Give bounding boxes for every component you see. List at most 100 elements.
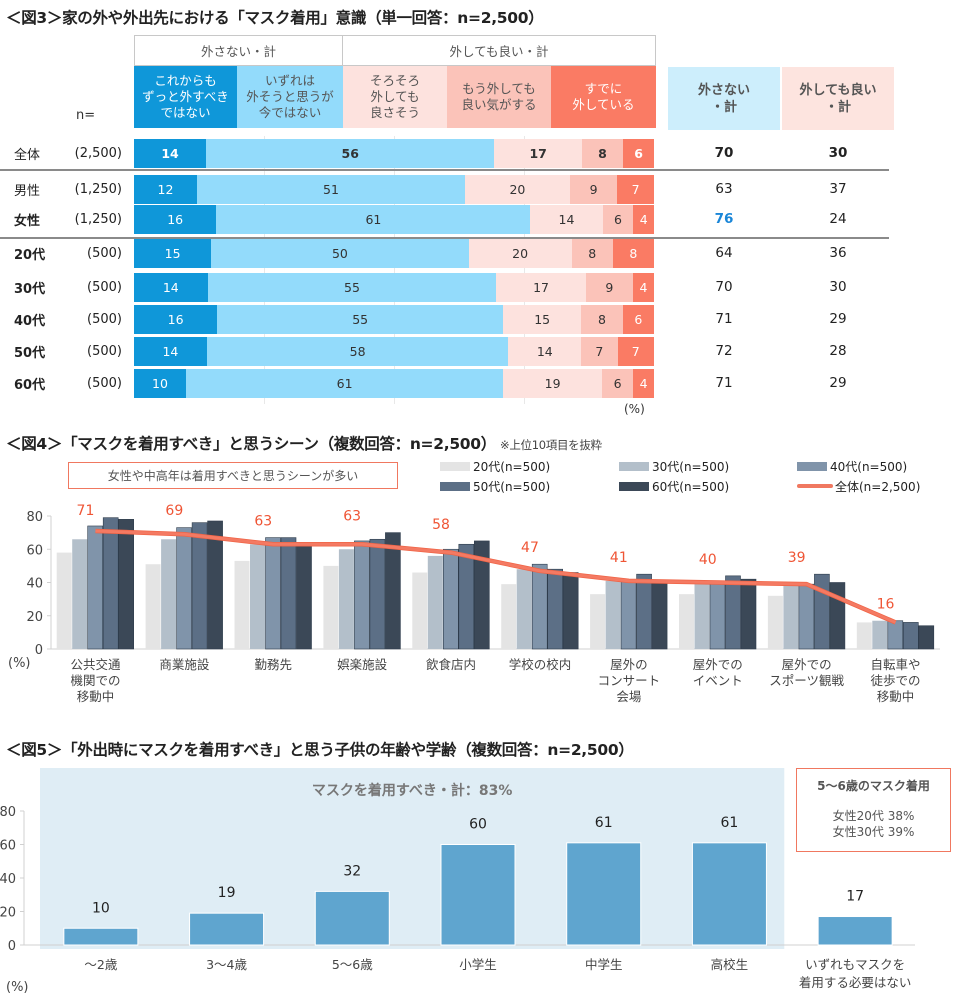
fig4-y-tick-label: 40 [26, 577, 43, 592]
fig3-separator-2 [0, 237, 889, 239]
fig4-bar [442, 548, 459, 650]
legend-40s: 40代(n=500) [797, 458, 907, 474]
fig4-overall-value-label: 58 [432, 517, 450, 533]
fig4-overall-value-label: 63 [343, 509, 361, 525]
fig3-row-group: 全体 [14, 147, 41, 163]
fig3-bar-segment: 56 [206, 139, 495, 168]
fig3-bar-row: 16 55 15 8 6 [134, 305, 654, 334]
fig3-row-group: 50代 [14, 345, 46, 361]
fig3-summary-header-keep: 外さない ・計 [668, 67, 780, 130]
fig4-chart: 0 20 40 60 80 (%) 公共交通機関での移動中 商業施設 勤務先 娯楽施設 飲食店内 学校… [8, 503, 940, 704]
fig4-bar [56, 552, 72, 649]
fig5-category-label: 中学生 [585, 957, 623, 972]
fig3-bar-segment: 17 [494, 139, 582, 168]
fig3-bar-row: 14 58 14 7 7 [134, 337, 654, 366]
fig3-bar-row: 15 50 20 8 8 [134, 239, 654, 268]
fig4-overall-value-label: 71 [77, 503, 95, 519]
fig3-row-n: (500) [87, 375, 122, 391]
legend-label-overall: 全体(n=2,500) [835, 479, 921, 494]
fig3-row-label: 20代 (500) [14, 239, 122, 267]
fig5-bar [566, 842, 642, 946]
fig4-bar [651, 582, 668, 650]
fig4-category-label: 屋外のコンサート会場 [598, 657, 661, 704]
fig4-bar [385, 532, 401, 650]
fig4-title-text: ＜図4＞「マスクを着用すべき」と思うシーン（複数回答：n=2,500） [6, 435, 496, 453]
fig5-bar [189, 912, 265, 946]
fig4-bar [547, 568, 564, 650]
fig3-bar-segment: 50 [211, 239, 469, 268]
fig4-bar [280, 537, 297, 650]
fig3-vgrid [524, 136, 525, 404]
fig3-bar-segment: 7 [581, 337, 618, 366]
fig3-row-group: 30代 [14, 281, 46, 297]
fig3-n-label: n= [76, 108, 96, 123]
fig4-overall-value-label: 41 [610, 550, 628, 566]
fig4-bar [725, 575, 741, 650]
legend-label-40s: 40代(n=500) [830, 459, 908, 474]
fig4-bar [814, 573, 830, 650]
fig3-bar-row: 16 61 14 6 4 [134, 205, 654, 234]
fig3-bar-row: 12 51 20 9 7 [134, 175, 654, 204]
fig4-bar [191, 522, 208, 650]
fig3-row-label: 女性 (1,250) [14, 205, 122, 233]
fig4-bar [562, 572, 579, 650]
fig4-bar [856, 622, 872, 649]
fig4-category-label: 屋外でのスポーツ観戦 [769, 657, 844, 688]
fig3-row-label: 男性 (1,250) [14, 175, 122, 203]
fig5-note-line-2: 女性30代 39% [832, 825, 915, 839]
fig3-bar-segment: 51 [197, 175, 465, 204]
fig4-bar [234, 560, 250, 649]
fig3-bar-segment: 7 [617, 175, 654, 204]
fig4-bar [354, 540, 370, 650]
fig3-summary-header-remove: 外しても良い ・計 [782, 67, 894, 130]
fig3-bar-segment: 14 [530, 205, 603, 234]
fig4-y-unit: (%) [8, 656, 31, 671]
fig3-summary-remove: 30 [829, 279, 847, 295]
fig5-note-line-1: 女性20代 38% [832, 809, 915, 823]
fig5-y-tick-label: 40 [0, 872, 16, 887]
fig3-bar-segment: 9 [569, 175, 618, 204]
fig4-category-label: 飲食店内 [426, 657, 476, 672]
fig5-bar [63, 927, 139, 946]
fig3-bar-segment: 6 [602, 205, 634, 234]
fig5-value-label: 17 [846, 889, 864, 905]
fig3-bar-segment: 17 [496, 273, 586, 302]
fig3-row-n: (500) [87, 343, 122, 359]
fig3-cat-header-5: すでに 外している [551, 66, 656, 128]
fig4-bar [620, 580, 637, 650]
fig4-category-label: 公共交通機関での移動中 [70, 657, 121, 704]
legend-20s: 20代(n=500) [440, 458, 550, 474]
fig5-y-tick-label: 60 [0, 839, 16, 854]
fig3-bar-segment: 55 [217, 305, 504, 334]
fig3-bar-segment: 6 [601, 369, 634, 398]
fig3-summary-remove: 24 [829, 211, 847, 227]
fig4-bar [590, 594, 606, 649]
fig4-bar [740, 578, 757, 650]
fig4-bar [427, 555, 443, 649]
fig4-note: ※上位10項目を抜粋 [499, 438, 602, 452]
fig3-bar-segment: 12 [134, 175, 198, 204]
fig3-bar-segment: 15 [503, 305, 582, 334]
fig5-band-label: マスクを着用すべき・計：83% [312, 782, 513, 799]
fig4-bar [605, 580, 621, 649]
fig3-summary-keep: 63 [715, 181, 733, 197]
legend-label-30s: 30代(n=500) [652, 459, 730, 474]
fig3-bar-segment: 8 [571, 239, 613, 268]
legend-swatch-20s [440, 461, 470, 471]
fig3-bar-segment: 4 [632, 273, 654, 302]
fig3-row-group: 女性 [14, 213, 41, 229]
legend-label-50s: 50代(n=500) [473, 479, 551, 494]
fig4-bar [72, 539, 88, 649]
fig3-row-label: 60代 (500) [14, 369, 122, 397]
fig3-summary-remove: 36 [829, 245, 847, 261]
fig4-bar [918, 625, 935, 650]
legend-overall: 全体(n=2,500) [797, 478, 920, 494]
fig4-bar [458, 543, 475, 650]
fig3-row-n: (1,250) [74, 181, 122, 197]
fig4-overall-value-label: 39 [788, 550, 806, 566]
fig4-bar [338, 549, 354, 649]
fig5-note-box: 5～6歳のマスク着用 女性20代 38% 女性30代 39% [796, 768, 951, 852]
fig4-bar [872, 620, 888, 649]
fig3-row-n: (1,250) [74, 211, 122, 227]
fig5-value-label: 60 [469, 817, 487, 833]
